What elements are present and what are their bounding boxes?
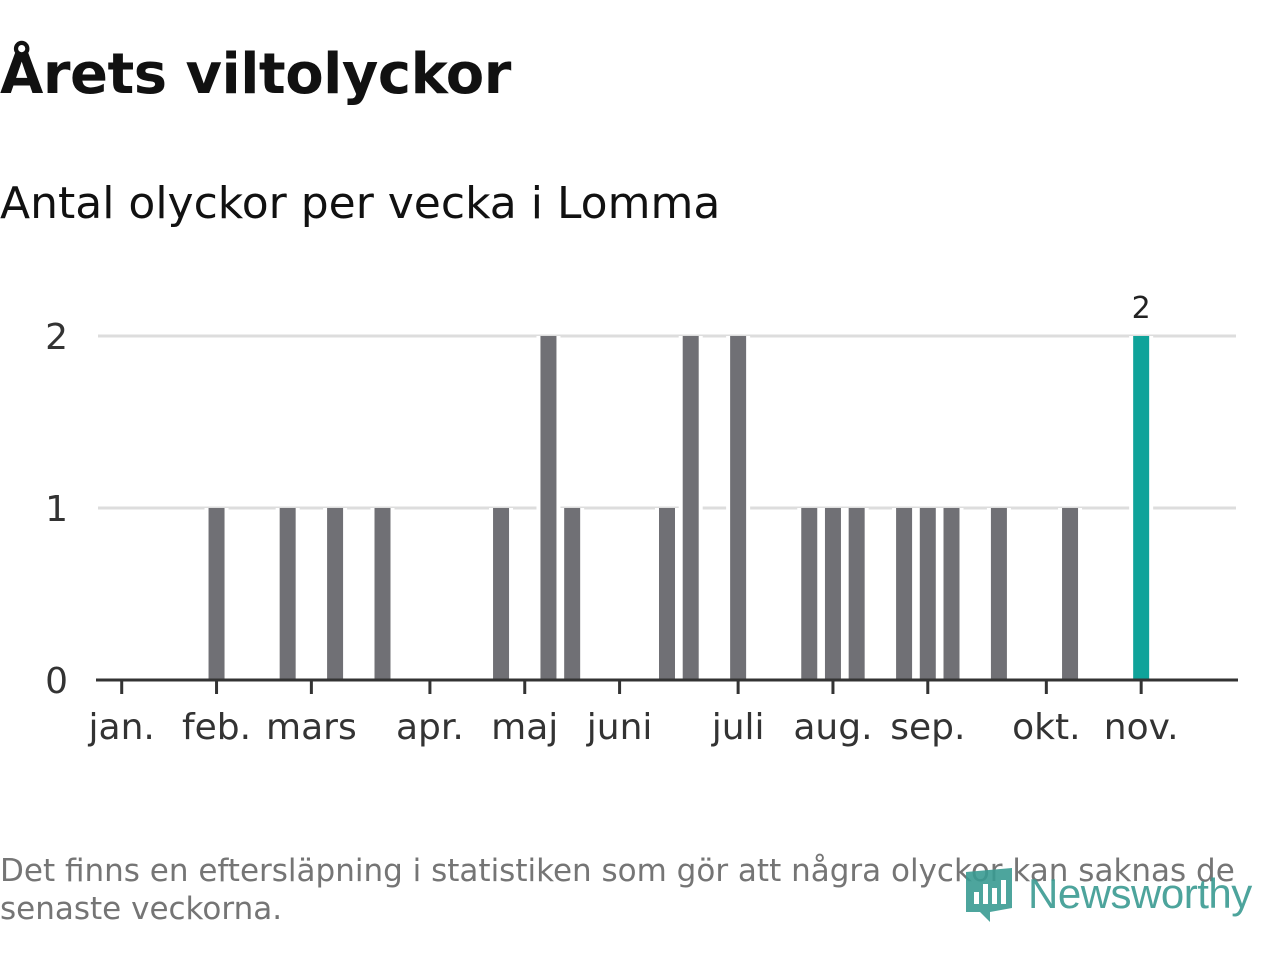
bar (327, 508, 344, 680)
bar (208, 508, 225, 680)
bar (943, 508, 960, 680)
bar (919, 508, 936, 680)
bar (730, 336, 747, 680)
bar (493, 508, 510, 680)
chart-title: Årets viltolyckor (0, 42, 511, 107)
x-tick-label: okt. (1012, 707, 1080, 748)
bar (682, 336, 699, 680)
x-tick-label: apr. (396, 707, 464, 748)
x-tick-label: juni (586, 707, 653, 748)
x-tick-label: feb. (182, 707, 251, 748)
x-tick-label: nov. (1104, 707, 1179, 748)
bar (540, 336, 557, 680)
brand-name: Newsworthy (1028, 870, 1252, 917)
footnote: Det finns en eftersläpning i statistiken… (0, 853, 1235, 927)
bar-chart: 0 1 2 2 jan. feb. mars apr. maj juni juli aug. sep. o… (45, 291, 1238, 748)
y-tick-label: 0 (45, 661, 68, 702)
x-tick-label: sep. (890, 707, 965, 748)
bar (659, 508, 675, 680)
x-tick-label: maj (491, 707, 558, 748)
newsworthy-logo-icon (966, 868, 1012, 922)
x-tick-label: mars (266, 707, 357, 748)
bar (279, 508, 296, 680)
x-axis (96, 678, 1238, 694)
x-tick-label: jan. (88, 707, 155, 748)
bar (564, 508, 581, 680)
bar (824, 508, 841, 680)
bar (374, 508, 391, 680)
chart-subtitle: Antal olyckor per vecka i Lomma (0, 178, 721, 229)
bar (990, 508, 1007, 680)
bar (848, 508, 865, 680)
tick-labels: 0 1 2 2 jan. feb. mars apr. maj juni juli aug. sep. o… (45, 291, 1178, 748)
bars (204, 336, 1154, 680)
newsworthy-logo: Newsworthy (962, 862, 1252, 926)
bar (1062, 508, 1079, 680)
y-tick-label: 1 (45, 489, 68, 530)
bar (801, 508, 818, 680)
x-tick-label: aug. (793, 707, 872, 748)
x-tick-label: juli (711, 707, 765, 748)
y-tick-label: 2 (45, 317, 68, 358)
gridlines (98, 334, 1236, 510)
bar-highlight (1133, 336, 1150, 680)
bar-value-label: 2 (1132, 291, 1151, 326)
bar (896, 508, 913, 680)
